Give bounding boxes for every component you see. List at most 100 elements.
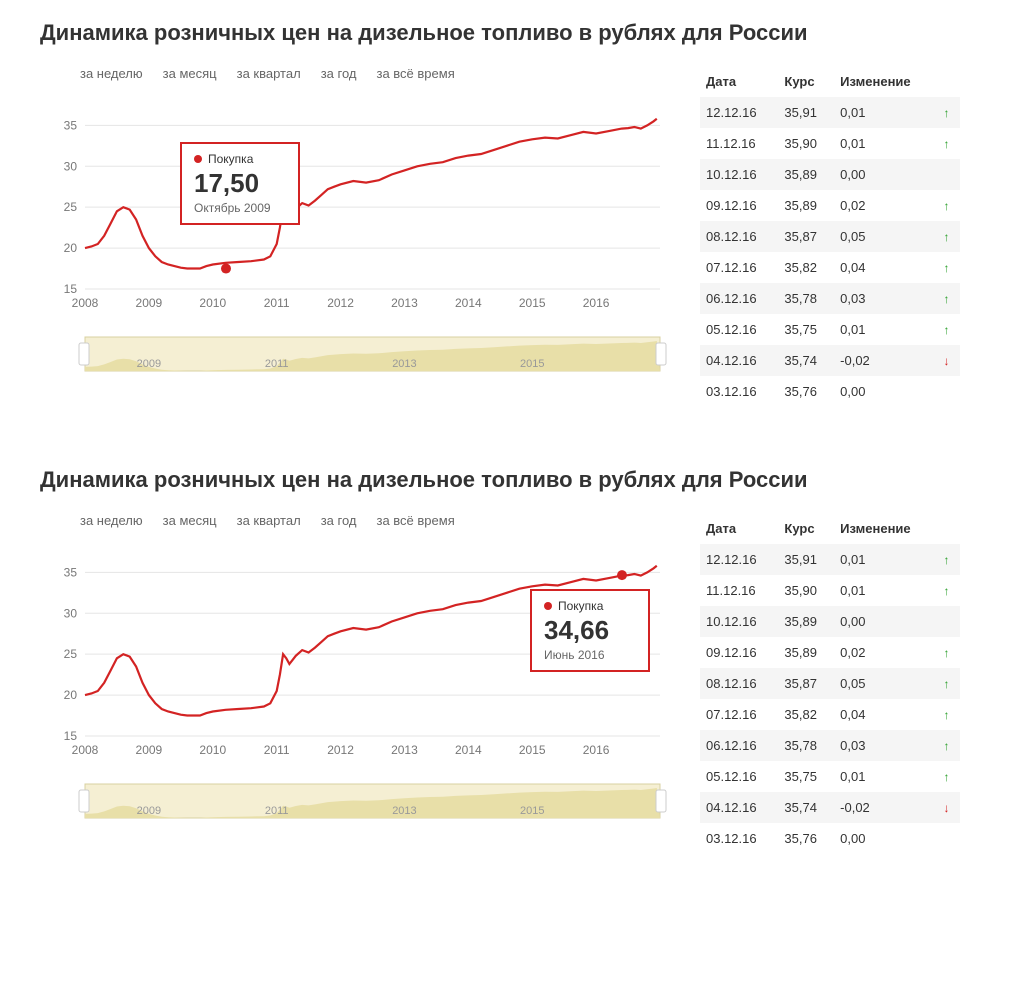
- cell-date: 12.12.16: [700, 97, 778, 128]
- svg-text:15: 15: [64, 282, 78, 296]
- svg-text:20: 20: [64, 241, 78, 255]
- svg-text:2009: 2009: [136, 743, 163, 757]
- svg-text:2009: 2009: [137, 805, 161, 817]
- table-row: 12.12.16 35,91 0,01 ↑: [700, 544, 960, 575]
- tooltip-value: 34,66: [544, 615, 636, 646]
- cell-change: 0,05: [834, 668, 937, 699]
- tab-item[interactable]: за квартал: [237, 513, 301, 528]
- line-chart[interactable]: 1520253035200820092010201120122013201420…: [40, 546, 670, 766]
- cell-date: 03.12.16: [700, 376, 778, 407]
- arrow-down-icon: ↓: [943, 354, 949, 368]
- arrow-up-icon: ↑: [943, 739, 949, 753]
- table-row: 12.12.16 35,91 0,01 ↑: [700, 97, 960, 128]
- line-chart[interactable]: 1520253035200820092010201120122013201420…: [40, 99, 670, 319]
- cell-date: 06.12.16: [700, 730, 778, 761]
- cell-change: 0,01: [834, 314, 937, 345]
- chart-navigator[interactable]: 2009201120132015: [40, 778, 670, 824]
- svg-text:35: 35: [64, 565, 78, 579]
- cell-change: 0,00: [834, 606, 937, 637]
- tab-item[interactable]: за квартал: [237, 66, 301, 81]
- table-row: 05.12.16 35,75 0,01 ↑: [700, 761, 960, 792]
- table-row: 11.12.16 35,90 0,01 ↑: [700, 128, 960, 159]
- table-row: 04.12.16 35,74 -0,02 ↓: [700, 345, 960, 376]
- cell-rate: 35,87: [778, 221, 834, 252]
- cell-date: 12.12.16: [700, 544, 778, 575]
- chart-column: за неделю за месяц за квартал за год за всё …: [40, 66, 670, 407]
- cell-change: 0,01: [834, 97, 937, 128]
- svg-text:2012: 2012: [327, 296, 354, 310]
- svg-text:2015: 2015: [519, 296, 546, 310]
- cell-date: 09.12.16: [700, 637, 778, 668]
- table-header: Дата: [700, 513, 778, 544]
- svg-text:2008: 2008: [72, 743, 99, 757]
- svg-text:2010: 2010: [199, 296, 226, 310]
- table-column: ДатаКурсИзменение 12.12.16 35,91 0,01 ↑ …: [700, 513, 960, 854]
- table-row: 10.12.16 35,89 0,00: [700, 606, 960, 637]
- time-range-tabs: за неделю за месяц за квартал за год за всё …: [40, 66, 670, 81]
- cell-date: 05.12.16: [700, 314, 778, 345]
- table-header: Дата: [700, 66, 778, 97]
- arrow-up-icon: ↑: [943, 199, 949, 213]
- svg-text:15: 15: [64, 729, 78, 743]
- arrow-up-icon: ↑: [943, 261, 949, 275]
- cell-date: 06.12.16: [700, 283, 778, 314]
- arrow-up-icon: ↑: [943, 646, 949, 660]
- tab-item[interactable]: за неделю: [80, 513, 143, 528]
- cell-change: 0,01: [834, 544, 937, 575]
- table-column: ДатаКурсИзменение 12.12.16 35,91 0,01 ↑ …: [700, 66, 960, 407]
- svg-text:20: 20: [64, 688, 78, 702]
- svg-text:2016: 2016: [583, 743, 610, 757]
- table-header: Изменение: [834, 513, 937, 544]
- cell-date: 04.12.16: [700, 792, 778, 823]
- svg-text:2012: 2012: [327, 743, 354, 757]
- arrow-up-icon: ↑: [943, 230, 949, 244]
- svg-text:2011: 2011: [265, 805, 289, 817]
- tab-item[interactable]: за год: [321, 66, 357, 81]
- tab-item[interactable]: за год: [321, 513, 357, 528]
- cell-rate: 35,87: [778, 668, 834, 699]
- cell-rate: 35,82: [778, 252, 834, 283]
- table-row: 06.12.16 35,78 0,03 ↑: [700, 283, 960, 314]
- svg-text:2016: 2016: [583, 296, 610, 310]
- svg-text:2014: 2014: [455, 296, 482, 310]
- cell-date: 07.12.16: [700, 252, 778, 283]
- tooltip-date: Июнь 2016: [544, 648, 636, 662]
- table-row: 07.12.16 35,82 0,04 ↑: [700, 252, 960, 283]
- cell-date: 04.12.16: [700, 345, 778, 376]
- cell-date: 11.12.16: [700, 575, 778, 606]
- table-row: 11.12.16 35,90 0,01 ↑: [700, 575, 960, 606]
- svg-text:30: 30: [64, 159, 78, 173]
- cell-change: 0,03: [834, 730, 937, 761]
- tab-item[interactable]: за всё время: [376, 513, 454, 528]
- chart-navigator[interactable]: 2009201120132015: [40, 331, 670, 377]
- time-range-tabs: за неделю за месяц за квартал за год за всё …: [40, 513, 670, 528]
- tab-item[interactable]: за всё время: [376, 66, 454, 81]
- arrow-up-icon: ↑: [943, 137, 949, 151]
- svg-text:2009: 2009: [137, 358, 161, 370]
- table-header: Курс: [778, 66, 834, 97]
- cell-rate: 35,89: [778, 190, 834, 221]
- cell-date: 05.12.16: [700, 761, 778, 792]
- table-row: 07.12.16 35,82 0,04 ↑: [700, 699, 960, 730]
- cell-date: 08.12.16: [700, 668, 778, 699]
- panel-title: Динамика розничных цен на дизельное топл…: [40, 20, 980, 46]
- table-row: 06.12.16 35,78 0,03 ↑: [700, 730, 960, 761]
- tab-item[interactable]: за неделю: [80, 66, 143, 81]
- cell-date: 11.12.16: [700, 128, 778, 159]
- chart-column: за неделю за месяц за квартал за год за всё …: [40, 513, 670, 854]
- arrow-up-icon: ↑: [943, 677, 949, 691]
- cell-date: 09.12.16: [700, 190, 778, 221]
- arrow-up-icon: ↑: [943, 106, 949, 120]
- cell-change: -0,02: [834, 345, 937, 376]
- tooltip-date: Октябрь 2009: [194, 201, 286, 215]
- arrow-up-icon: ↑: [943, 584, 949, 598]
- cell-rate: 35,75: [778, 761, 834, 792]
- arrow-up-icon: ↑: [943, 323, 949, 337]
- svg-text:2011: 2011: [265, 358, 289, 370]
- tooltip-label: Покупка: [194, 152, 286, 166]
- cell-rate: 35,89: [778, 159, 834, 190]
- tab-item[interactable]: за месяц: [163, 66, 217, 81]
- tab-item[interactable]: за месяц: [163, 513, 217, 528]
- table-row: 09.12.16 35,89 0,02 ↑: [700, 190, 960, 221]
- panel-title: Динамика розничных цен на дизельное топл…: [40, 467, 980, 493]
